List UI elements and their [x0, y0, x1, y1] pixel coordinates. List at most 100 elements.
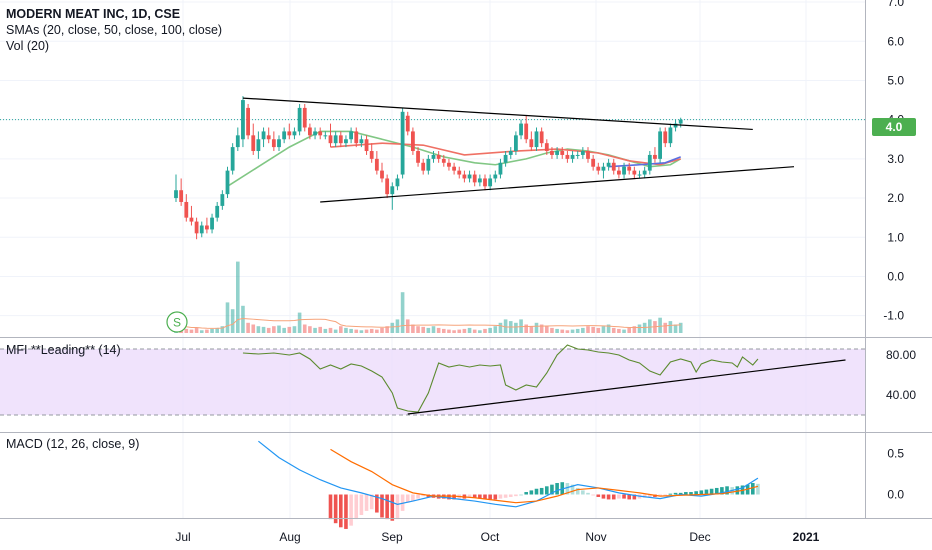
- macd-histogram-bar: [673, 492, 678, 495]
- macd-histogram-bar: [390, 494, 395, 521]
- macd-histogram-bar: [725, 486, 729, 495]
- volume-bar: [601, 326, 606, 333]
- volume-bar: [648, 319, 652, 333]
- mfi-trendline: [407, 359, 846, 415]
- macd-histogram-bar: [751, 483, 755, 495]
- candle-body: [369, 151, 374, 159]
- volume-bar: [349, 328, 353, 333]
- candle-body: [647, 154, 652, 171]
- candle-body: [292, 131, 297, 136]
- candle-body: [560, 151, 565, 155]
- volume-bar: [421, 326, 425, 333]
- y-tick-label: 2.0: [887, 191, 904, 205]
- candle-body: [483, 178, 487, 187]
- candle-body: [364, 139, 369, 152]
- candle-body: [225, 170, 230, 195]
- candle-body: [508, 151, 513, 155]
- candle-body: [462, 174, 467, 179]
- macd-histogram-bar: [648, 494, 652, 497]
- mfi-y-tick-label: 80.00: [886, 348, 916, 362]
- volume-bar: [663, 322, 668, 333]
- candle-body: [611, 162, 616, 171]
- volume-bar: [225, 302, 230, 333]
- volume-bar: [632, 326, 637, 333]
- macd-histogram-bar: [467, 494, 472, 498]
- macd-histogram-bar: [668, 493, 673, 495]
- candle-body: [544, 143, 549, 152]
- candle-body: [678, 119, 683, 124]
- candle-body: [308, 127, 312, 136]
- mfi-pane: [0, 344, 865, 416]
- candle-body: [565, 154, 570, 159]
- y-tick-label: 3.0: [887, 152, 904, 166]
- volume-bar: [668, 321, 673, 333]
- candle-body: [606, 162, 611, 167]
- candle-body: [215, 205, 220, 218]
- y-tick-label: 6.0: [887, 34, 904, 48]
- volume-bar: [236, 261, 240, 333]
- macd-y-tick-label: 0.5: [887, 447, 904, 461]
- volume-bar: [369, 328, 374, 333]
- volume-bar: [411, 324, 415, 333]
- candle-body: [539, 131, 544, 144]
- candle-body: [287, 131, 292, 136]
- candle-body: [555, 151, 559, 155]
- volume-bar: [323, 328, 328, 333]
- volume-bar: [673, 324, 678, 333]
- volume-bar: [375, 329, 379, 333]
- candle-body: [220, 194, 225, 206]
- macd-histogram-bar: [493, 494, 498, 500]
- candle-body: [266, 135, 271, 140]
- macd-histogram-bar: [642, 494, 647, 498]
- volume-bar: [524, 324, 528, 333]
- candle-body: [395, 178, 400, 187]
- macd-histogram-bar: [570, 484, 575, 495]
- y-tick-label: 5.0: [887, 73, 904, 87]
- volume-bar: [637, 324, 642, 333]
- candle-body: [663, 131, 668, 144]
- volume-bar: [575, 328, 580, 333]
- candle-body: [179, 190, 184, 202]
- volume-bar: [565, 330, 570, 333]
- macd-histogram-bar: [519, 494, 523, 496]
- candle-body: [205, 225, 209, 230]
- volume-bar: [452, 330, 456, 333]
- candle-body: [575, 154, 580, 156]
- volume-bar: [622, 329, 626, 333]
- volume-bar: [560, 329, 565, 333]
- volume-bar: [472, 329, 477, 333]
- volume-bar: [436, 327, 441, 333]
- candle-body: [529, 139, 534, 148]
- macd-histogram-bar: [699, 490, 704, 495]
- macd-histogram-bar: [421, 494, 425, 497]
- candle-body: [328, 135, 333, 144]
- macd-histogram-bar: [617, 494, 621, 499]
- x-tick-label: Dec: [689, 530, 710, 544]
- macd-histogram-bar: [714, 487, 719, 495]
- macd-histogram-bar: [704, 489, 709, 495]
- volume-bar: [344, 327, 348, 333]
- macd-histogram-bar: [447, 494, 451, 500]
- macd-histogram-bar: [529, 490, 534, 495]
- macd-histogram-bar: [689, 492, 693, 495]
- macd-histogram-bar: [663, 494, 668, 496]
- macd-histogram-bar: [354, 494, 359, 520]
- volume-bar: [596, 327, 601, 333]
- price-trendlines: [242, 97, 795, 203]
- candle-body: [488, 178, 493, 187]
- candle-body: [457, 170, 462, 175]
- signal-line: [330, 448, 759, 504]
- macd-histogram-bar: [405, 494, 410, 503]
- volume-bar: [529, 326, 534, 333]
- candle-body: [411, 131, 415, 152]
- candle-body: [642, 170, 647, 175]
- candle-body: [189, 217, 194, 222]
- candle-body: [431, 154, 436, 159]
- macd-histogram-bar: [452, 494, 456, 500]
- candle-body: [519, 123, 523, 136]
- candle-body: [359, 139, 364, 144]
- volume-bar: [266, 327, 271, 333]
- volume-bar: [503, 319, 508, 333]
